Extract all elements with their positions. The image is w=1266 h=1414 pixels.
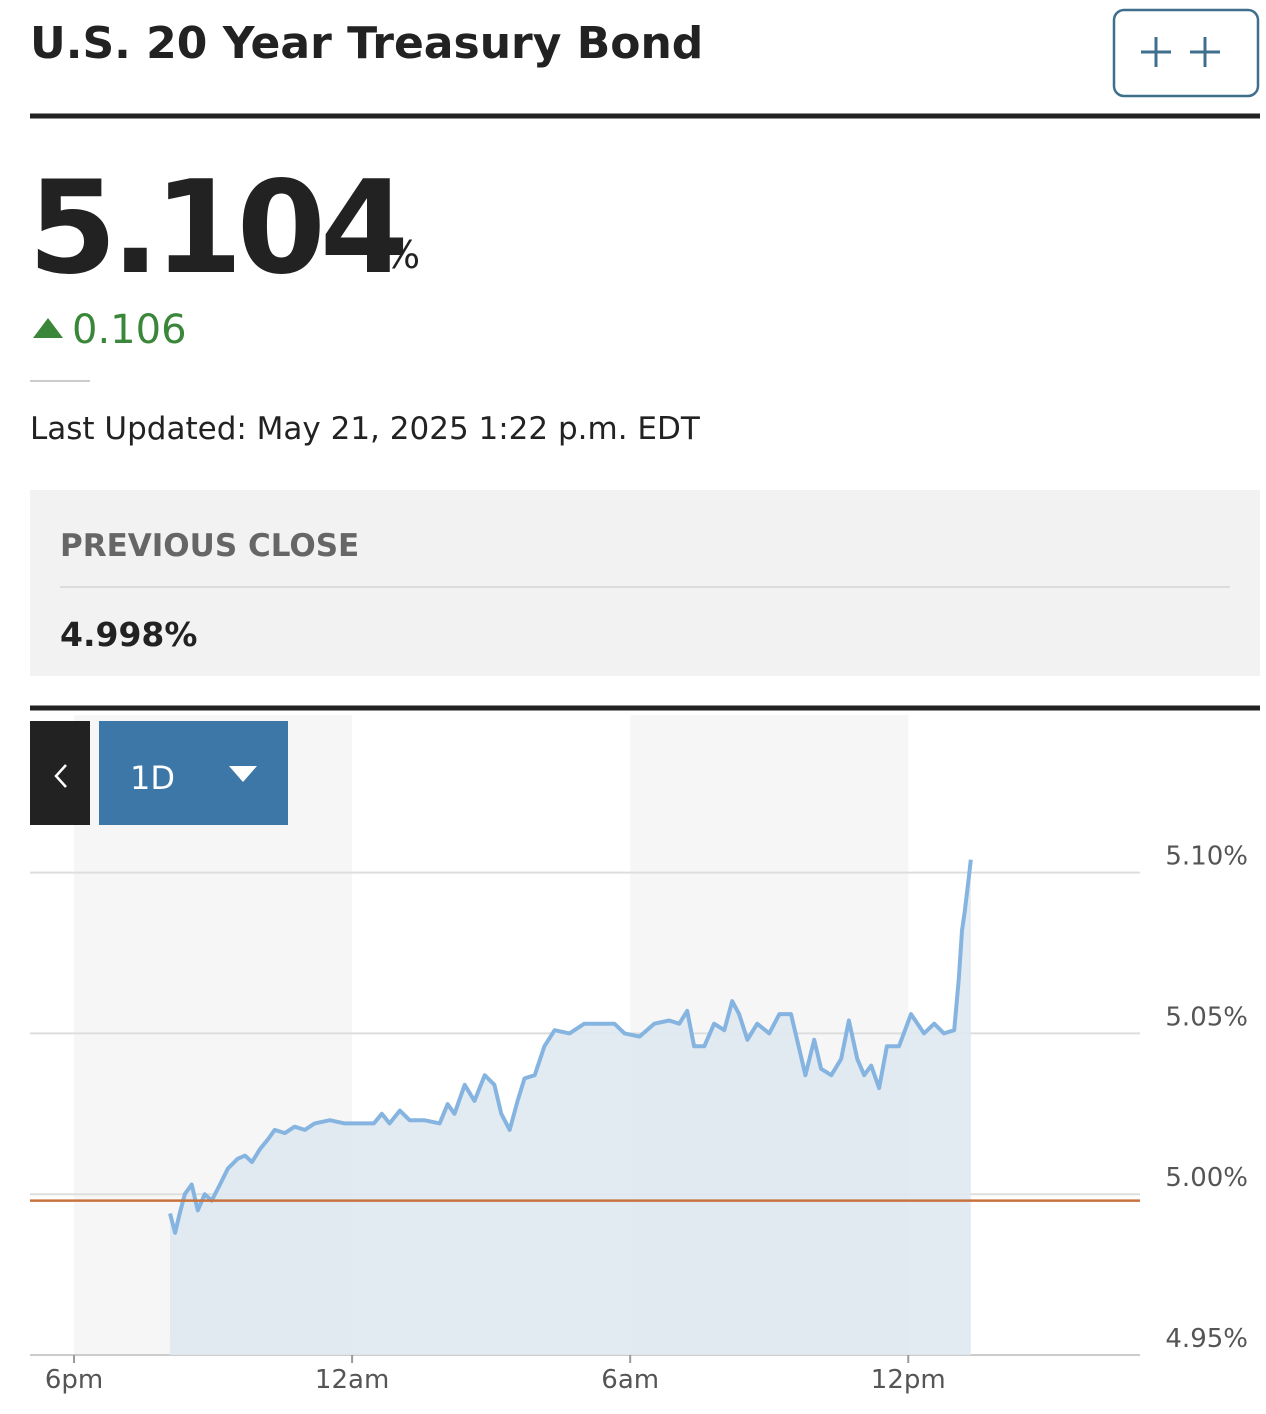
range-button[interactable] — [99, 721, 288, 825]
up-arrow — [33, 318, 63, 338]
x-tick-label: 6am — [601, 1365, 659, 1395]
price: 5.104 — [28, 154, 404, 303]
x-tick-label: 6pm — [45, 1365, 103, 1395]
y-tick-label: 4.95% — [1165, 1324, 1248, 1354]
previous-close-label: PREVIOUS CLOSE — [60, 528, 359, 564]
x-tick-label: 12pm — [871, 1365, 946, 1395]
price-unit: % — [384, 233, 420, 277]
previous-close-value: 4.998% — [60, 615, 197, 654]
area — [169, 859, 971, 1355]
range-label: 1D — [130, 759, 175, 797]
plus-icon — [1141, 37, 1220, 67]
watchlist-button[interactable] — [1112, 8, 1260, 98]
button-frame[interactable] — [1112, 8, 1260, 98]
x-tick-label: 12am — [315, 1365, 389, 1395]
last-updated: Last Updated: May 21, 2025 1:22 p.m. EDT — [30, 411, 701, 447]
y-tick-label: 5.10% — [1165, 842, 1248, 872]
chart-controls: 1D — [30, 721, 288, 825]
back-icon — [54, 764, 67, 788]
dropdown-icon — [229, 766, 257, 782]
y-tick-label: 5.00% — [1165, 1163, 1248, 1193]
title: U.S. 20 Year Treasury Bond — [30, 18, 703, 69]
previous-close-panel — [30, 490, 1260, 676]
y-tick-label: 5.05% — [1165, 1002, 1248, 1032]
change: 0.106 — [72, 307, 187, 353]
line — [168, 859, 973, 1235]
